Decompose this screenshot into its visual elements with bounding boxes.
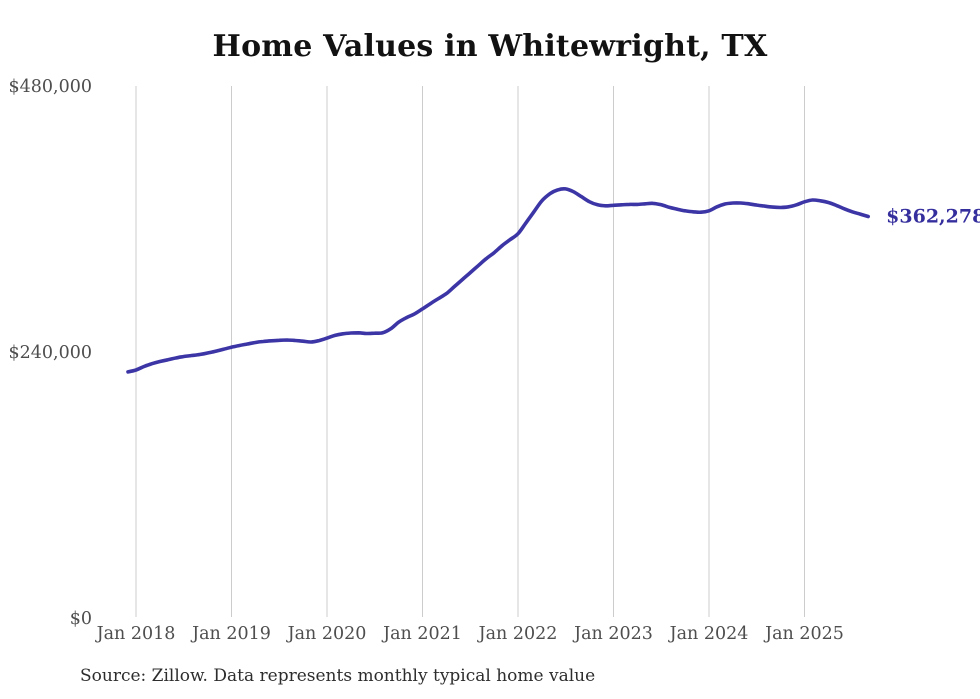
x-axis-tick-label: Jan 2024 bbox=[668, 624, 749, 644]
y-axis-tick-label: $240,000 bbox=[8, 343, 92, 363]
y-axis-tick-label: $480,000 bbox=[8, 77, 92, 97]
source-note: Source: Zillow. Data represents monthly … bbox=[80, 666, 596, 686]
x-axis-tick-label: Jan 2025 bbox=[763, 624, 844, 644]
home-value-line bbox=[126, 186, 870, 374]
x-axis-tick-label: Jan 2021 bbox=[381, 624, 462, 644]
chart-title: Home Values in Whitewright, TX bbox=[212, 29, 768, 64]
y-axis-tick-label: $0 bbox=[70, 609, 92, 629]
x-axis-tick-label: Jan 2022 bbox=[477, 624, 558, 644]
x-axis-tick-label: Jan 2019 bbox=[190, 624, 271, 644]
x-axis-tick-label: Jan 2018 bbox=[95, 624, 176, 644]
latest-value-label: $362,278 bbox=[886, 205, 980, 227]
x-axis-tick-label: Jan 2020 bbox=[286, 624, 367, 644]
x-axis-tick-label: Jan 2023 bbox=[572, 624, 653, 644]
